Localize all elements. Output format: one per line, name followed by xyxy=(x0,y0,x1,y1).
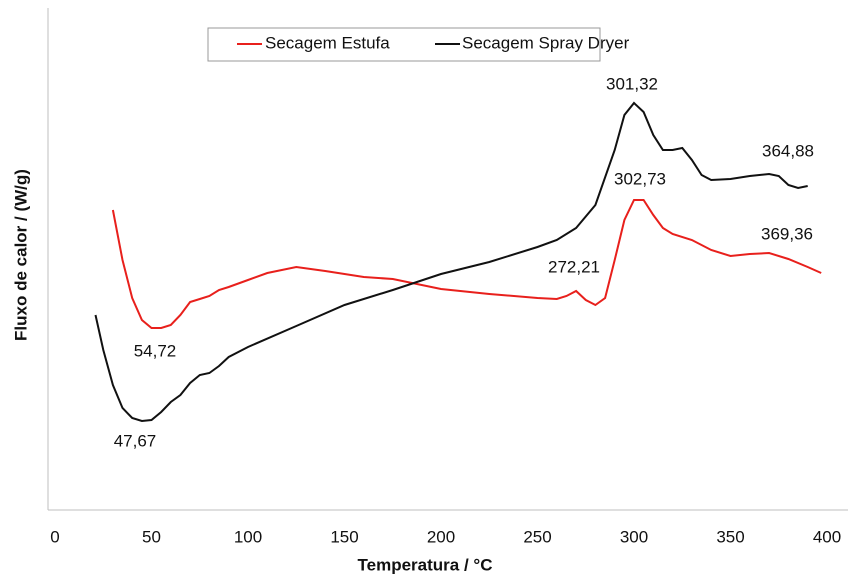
y-axis-label: Fluxo de calor / (W/g) xyxy=(11,169,30,341)
x-tick-label: 400 xyxy=(813,527,841,546)
legend-label: Secagem Estufa xyxy=(265,33,390,52)
series-line xyxy=(111,199,822,329)
legend-box xyxy=(207,27,601,62)
annotation: 369,36 xyxy=(761,224,813,243)
x-tick-label: 0 xyxy=(50,527,59,546)
x-tick-label: 50 xyxy=(142,527,161,546)
x-tick-label: 200 xyxy=(427,527,455,546)
x-tick-label: 350 xyxy=(716,527,744,546)
x-tick-label: 100 xyxy=(234,527,262,546)
annotation: 301,32 xyxy=(606,74,658,93)
series-line xyxy=(94,101,808,423)
x-axis-label: Temperatura / °C xyxy=(358,555,493,574)
x-tick-label: 150 xyxy=(330,527,358,546)
annotation: 364,88 xyxy=(762,141,814,160)
annotation: 47,67 xyxy=(114,431,157,450)
x-tick-label: 250 xyxy=(523,527,551,546)
annotation: 54,72 xyxy=(134,341,177,360)
legend-label: Secagem Spray Dryer xyxy=(462,33,630,52)
annotation: 302,73 xyxy=(614,169,666,188)
x-tick-label: 300 xyxy=(620,527,648,546)
annotation: 272,21 xyxy=(548,257,600,276)
